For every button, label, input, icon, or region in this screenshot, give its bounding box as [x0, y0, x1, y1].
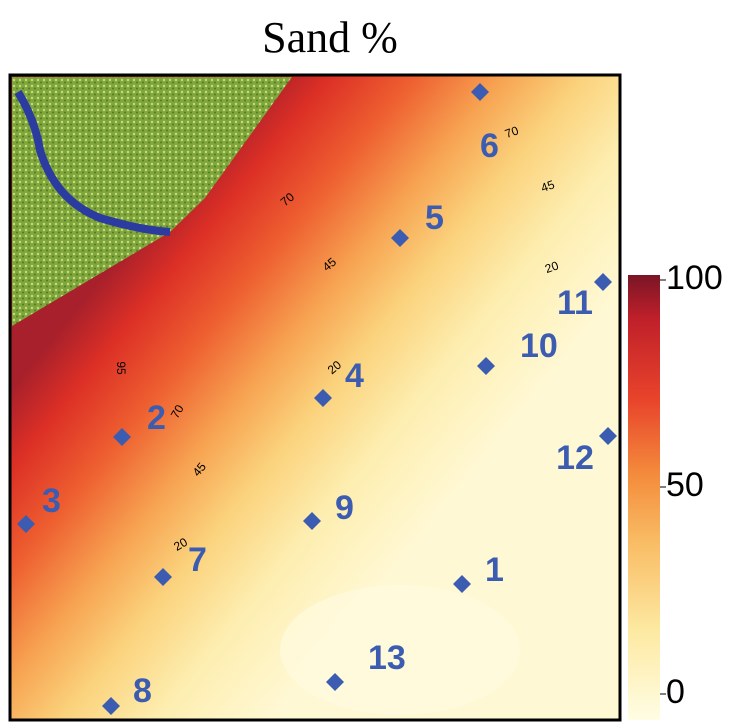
- sample-point-label: 1: [485, 551, 504, 589]
- sample-point-label: 8: [133, 672, 152, 710]
- sample-point-label: 4: [345, 357, 364, 395]
- sample-point-label: 7: [188, 541, 207, 579]
- sample-point-label: 5: [425, 199, 444, 237]
- map-figure: Sand % 050100957045207045207045201234567…: [0, 0, 735, 725]
- sample-point-label: 9: [335, 489, 354, 527]
- contour-label: 95: [114, 361, 128, 375]
- sample-point-label: 12: [556, 439, 594, 477]
- colorbar-tick-label: 0: [666, 673, 685, 711]
- colorbar-tick-label: 50: [666, 466, 704, 504]
- sample-point-label: 11: [557, 284, 593, 322]
- sample-point-label: 2: [147, 399, 166, 437]
- colorbar-tick-label: 100: [666, 259, 723, 297]
- sample-point-label: 3: [42, 482, 61, 520]
- sample-point-label: 13: [368, 639, 406, 677]
- sample-point-label: 10: [520, 327, 558, 365]
- colorbar: [628, 275, 660, 720]
- map-title: Sand %: [262, 13, 398, 62]
- sample-point-label: 6: [480, 127, 499, 165]
